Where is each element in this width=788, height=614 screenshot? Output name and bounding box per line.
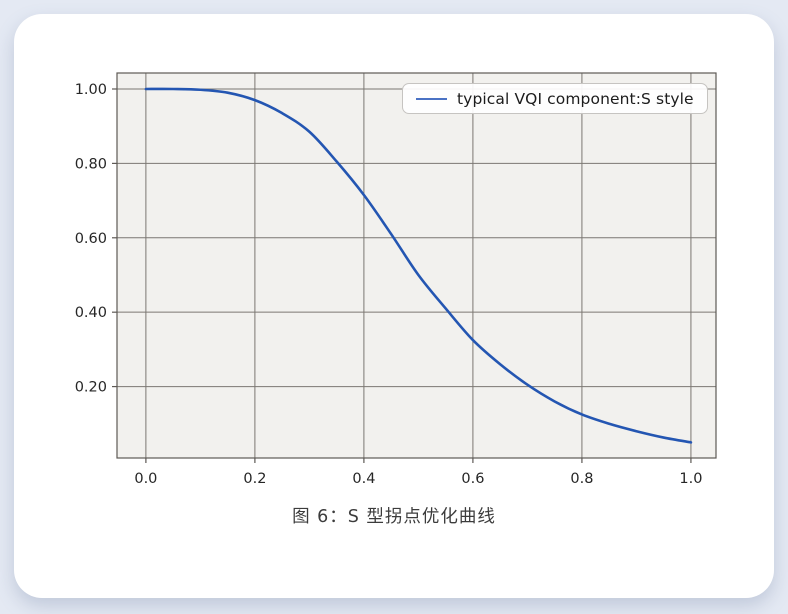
x-tick-label: 0.2 [243, 471, 266, 487]
y-tick-label: 0.60 [75, 231, 107, 247]
y-tick-label: 1.00 [75, 82, 107, 98]
legend-label: typical VQI component:S style [457, 89, 694, 108]
y-tick-label: 0.80 [75, 156, 107, 172]
plot-border [116, 72, 717, 459]
legend: typical VQI component:S style [402, 83, 708, 114]
x-tick-label: 0.6 [461, 471, 484, 487]
x-tick-label: 0.4 [352, 471, 375, 487]
x-tick-label: 1.0 [679, 471, 702, 487]
x-tick-label: 0.8 [570, 471, 593, 487]
y-tick-label: 0.40 [75, 305, 107, 321]
series-line [144, 87, 693, 444]
legend-line-swatch [416, 97, 447, 100]
figure-caption: 图 6：S 型拐点优化曲线 [292, 507, 496, 527]
y-tick-label: 0.20 [75, 380, 107, 396]
x-tick-label: 0.0 [134, 471, 157, 487]
plot-area [117, 73, 716, 458]
